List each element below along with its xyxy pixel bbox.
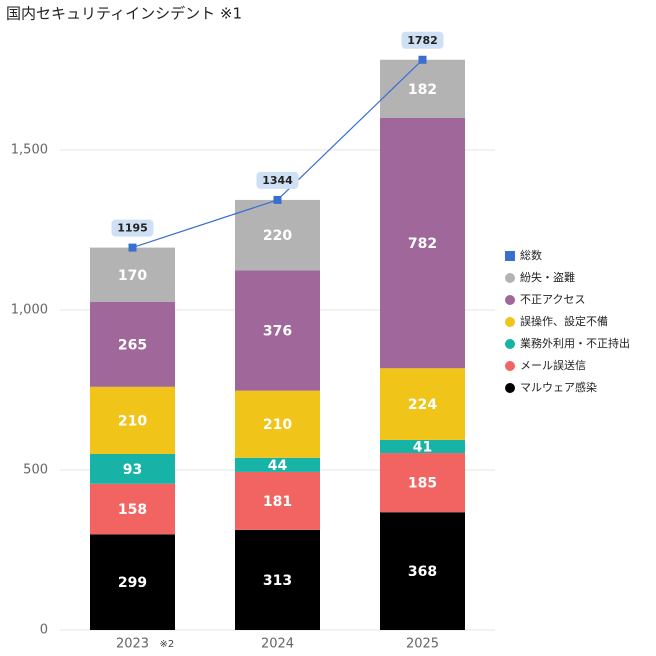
data-label: 265 — [118, 337, 147, 353]
bar-segment — [380, 118, 465, 369]
legend-label: 誤操作、設定不備 — [520, 314, 608, 328]
bar-segment — [380, 368, 465, 440]
data-label: 93 — [123, 462, 142, 478]
total-label: 1344 — [262, 174, 293, 187]
bar-segment — [90, 534, 175, 630]
total-label-bg — [401, 31, 444, 49]
bar-segment — [90, 454, 175, 484]
legend-label: 不正アクセス — [520, 293, 585, 306]
bar-segment — [235, 270, 320, 391]
data-label: 210 — [118, 413, 147, 429]
total-point — [273, 195, 282, 204]
total-point — [418, 55, 427, 64]
legend-label: 業務外利用・不正持出 — [520, 336, 630, 350]
y-tick-label: 500 — [23, 463, 48, 478]
total-label-bg — [111, 219, 154, 237]
data-label: 44 — [268, 458, 288, 474]
data-label: 185 — [408, 476, 437, 492]
bar-segment — [380, 453, 465, 513]
legend-label: 紛失・盗難 — [520, 270, 575, 284]
legend-marker — [505, 251, 515, 261]
data-label: 210 — [263, 417, 292, 433]
x-tick-label: 2023 — [116, 637, 149, 652]
total-point — [128, 243, 137, 252]
total-label: 1782 — [407, 34, 438, 47]
bar-segment — [235, 457, 320, 472]
y-tick-label: 1,500 — [11, 143, 48, 158]
bar-segment — [235, 390, 320, 458]
data-label: 299 — [118, 575, 147, 591]
total-label: 1195 — [117, 222, 148, 235]
legend-label: 総数 — [520, 248, 542, 262]
bar-segment — [90, 483, 175, 535]
data-label: 220 — [263, 228, 292, 244]
legend-marker — [505, 317, 515, 327]
data-label: 376 — [263, 323, 292, 339]
data-label: 41 — [413, 439, 432, 455]
legend-marker — [505, 295, 515, 305]
data-label: 181 — [263, 494, 292, 510]
x-tick-label: 2024 — [261, 637, 294, 652]
total-label-bg — [256, 171, 299, 189]
legend-marker — [505, 273, 515, 283]
legend-label: マルウェア感染 — [520, 380, 597, 394]
data-label: 782 — [408, 236, 437, 252]
legend-marker — [505, 339, 515, 349]
x-tick-label: 2025 — [406, 637, 439, 652]
data-label: 224 — [408, 397, 437, 413]
bar-segment — [235, 471, 320, 530]
bar-segment — [380, 59, 465, 118]
chart-title: 国内セキュリティインシデント ※1 — [6, 5, 242, 23]
y-tick-label: 1,000 — [11, 303, 48, 318]
y-tick-label: 0 — [40, 623, 48, 638]
data-label: 313 — [263, 573, 292, 589]
bar-segment — [90, 386, 175, 454]
legend-marker — [505, 383, 515, 393]
bar-segment — [235, 199, 320, 271]
data-label: 170 — [118, 268, 147, 284]
bar-segment — [380, 439, 465, 454]
bar-segment — [90, 247, 175, 302]
legend-label: メール誤送信 — [520, 358, 586, 372]
legend-marker — [505, 361, 515, 371]
bar-segment — [380, 512, 465, 630]
data-label: 368 — [408, 564, 437, 580]
x-annotation: ※2 — [160, 639, 175, 650]
data-label: 158 — [118, 502, 147, 518]
bar-segment — [90, 302, 175, 387]
bar-segment — [235, 529, 320, 630]
data-label: 182 — [408, 82, 437, 98]
